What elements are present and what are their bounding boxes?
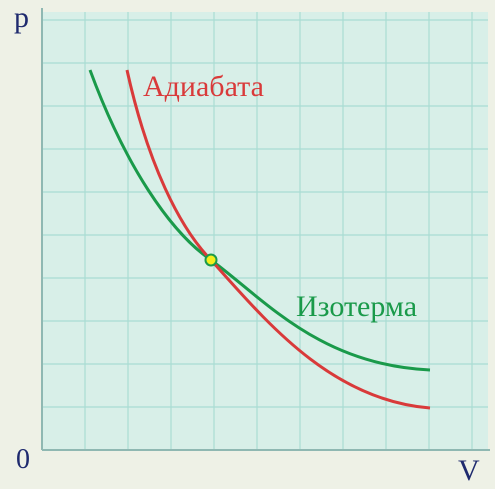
intersection-point — [204, 253, 218, 267]
plot-area — [42, 12, 488, 450]
adiabat-label: Адиабата — [143, 70, 264, 103]
isotherm-label: Изотерма — [296, 290, 417, 323]
y-axis-label: p — [14, 1, 29, 34]
origin-label: 0 — [16, 444, 30, 475]
x-axis-label: V — [458, 454, 480, 487]
